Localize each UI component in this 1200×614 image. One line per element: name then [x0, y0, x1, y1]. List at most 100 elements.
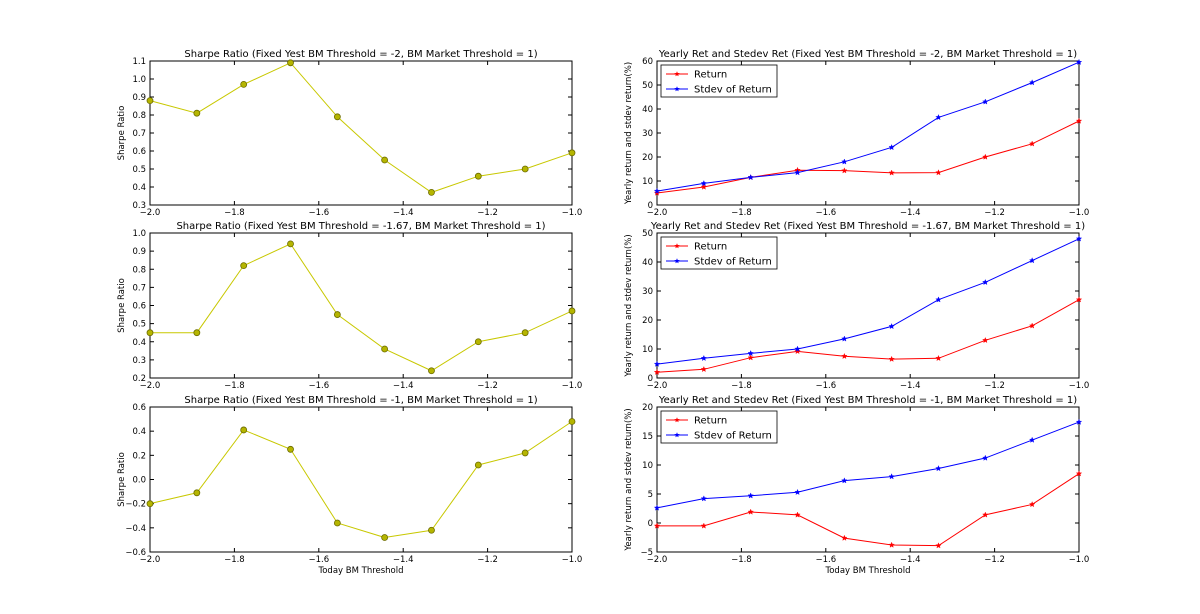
data-point: [1075, 470, 1083, 477]
y-tick-label: 0: [648, 374, 653, 384]
x-tick-label: −2.0: [140, 555, 161, 565]
legend-label: Stdev of Return: [694, 257, 772, 268]
y-tick-label: 40: [642, 258, 653, 268]
data-point: [747, 508, 754, 515]
series-line-return: [656, 120, 1080, 194]
series-line-stdev-of-return: [656, 238, 1080, 365]
series-line-stdev-of-return: [656, 421, 1080, 509]
x-tick-label: −1.8: [224, 208, 245, 218]
x-tick-label: −2.0: [140, 208, 161, 218]
data-point: [653, 522, 661, 529]
legend-marker: [674, 258, 680, 264]
x-tick-label: −1.8: [224, 555, 245, 565]
y-tick-label: −5: [640, 548, 653, 558]
data-point: [747, 354, 754, 361]
chart-title: Sharpe Ratio (Fixed Yest BM Threshold = …: [184, 49, 537, 60]
legend-label: Return: [694, 242, 727, 253]
data-point: [287, 240, 294, 248]
chart-title: Yearly Ret and Stedev Ret (Fixed Yest BM…: [658, 395, 1077, 406]
x-tick-label: −1.0: [1069, 208, 1090, 218]
chart-title: Yearly Ret and Stedev Ret (Fixed Yest BM…: [650, 221, 1085, 232]
y-axis-label: Yearly return and stdev return(%): [624, 62, 634, 205]
x-tick-label: −1.6: [815, 381, 836, 391]
y-axis-label: Sharpe Ratio: [117, 106, 127, 161]
y-tick-label: 20: [642, 403, 653, 413]
y-tick-label: 0.6: [132, 302, 146, 312]
x-tick-label: −1.0: [562, 381, 583, 391]
y-tick-label: 1.0: [132, 75, 146, 85]
chart-title: Sharpe Ratio (Fixed Yest BM Threshold = …: [176, 221, 545, 232]
x-tick-label: −1.2: [477, 555, 498, 565]
y-tick-label: 0.2: [132, 374, 146, 384]
data-point: [935, 465, 942, 472]
data-point: [1075, 418, 1083, 425]
y-tick-label: 0.4: [132, 183, 146, 193]
data-point: [747, 174, 754, 181]
axes-frame: [149, 60, 573, 206]
data-point: [381, 156, 389, 164]
data-point: [935, 542, 942, 549]
legend-box: [660, 410, 778, 444]
x-tick-label: −1.2: [984, 208, 1005, 218]
y-tick-label: 0.3: [132, 356, 146, 366]
data-point: [700, 183, 708, 190]
data-point: [794, 488, 801, 495]
legend-marker: [674, 71, 680, 77]
data-point: [1075, 296, 1083, 303]
subplot-1: Sharpe Ratio (Fixed Yest BM Threshold = …: [117, 49, 582, 218]
data-point: [287, 59, 294, 67]
x-tick-label: −2.0: [647, 555, 668, 565]
data-point: [521, 165, 529, 173]
x-tick-label: −1.4: [900, 208, 921, 218]
axes-frame: [149, 406, 573, 553]
data-point: [1028, 501, 1036, 508]
data-point: [193, 329, 201, 337]
data-point: [888, 144, 895, 151]
data-point: [982, 153, 989, 160]
x-tick-label: −1.6: [815, 555, 836, 565]
x-tick-label: −1.0: [1069, 555, 1090, 565]
x-tick-label: −1.4: [900, 381, 921, 391]
y-tick-label: 0.5: [132, 165, 146, 175]
data-point: [474, 338, 482, 346]
data-point: [700, 495, 708, 502]
legend-label: Stdev of Return: [694, 431, 772, 442]
y-tick-label: 20: [642, 316, 653, 326]
data-point: [333, 311, 341, 318]
x-tick-label: −1.6: [308, 555, 329, 565]
x-tick-label: −1.8: [731, 381, 752, 391]
y-tick-label: 40: [642, 105, 653, 115]
data-point: [240, 426, 248, 434]
chart-title: Yearly Ret and Stedev Ret (Fixed Yest BM…: [658, 49, 1077, 60]
subplot-4: Yearly Ret and Stedev Ret (Fixed Yest BM…: [624, 221, 1089, 391]
y-tick-label: 0.7: [132, 129, 146, 139]
data-point: [1028, 140, 1036, 147]
y-tick-label: 0.3: [132, 201, 146, 211]
data-point: [935, 169, 942, 176]
x-tick-label: −1.2: [984, 381, 1005, 391]
x-tick-label: −1.2: [477, 208, 498, 218]
x-tick-label: −1.6: [308, 208, 329, 218]
data-point: [1028, 257, 1036, 264]
series-line-sharpe-ratio: [150, 243, 573, 372]
data-point: [333, 113, 341, 121]
y-tick-label: 30: [642, 129, 653, 139]
data-point: [794, 347, 801, 355]
y-tick-label: 10: [642, 461, 653, 471]
data-point: [794, 169, 801, 176]
y-tick-label: 1.0: [132, 229, 146, 239]
data-point: [1028, 436, 1036, 443]
x-tick-label: −2.0: [647, 208, 668, 218]
data-point: [381, 345, 389, 353]
data-point: [982, 336, 989, 344]
legend-marker: [674, 243, 680, 249]
x-tick-label: −1.0: [562, 208, 583, 218]
series-line-return: [656, 299, 1080, 373]
data-point: [841, 534, 848, 541]
data-point: [888, 355, 895, 362]
data-point: [568, 418, 576, 425]
legend-label: Return: [694, 416, 727, 427]
data-point: [146, 500, 154, 508]
y-tick-label: −0.4: [125, 524, 146, 534]
